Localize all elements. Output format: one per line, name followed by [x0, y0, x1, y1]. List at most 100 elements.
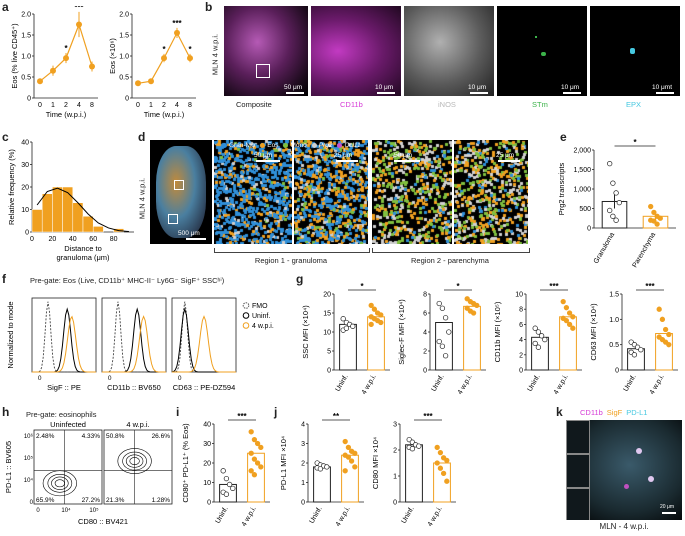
y-tick-label: 0.5: [119, 75, 129, 82]
y-tick-label: 1.0: [609, 317, 619, 324]
contour: [122, 451, 147, 471]
y-tick-label: 4: [423, 330, 427, 337]
data-point: [368, 321, 374, 328]
data-point: [607, 207, 613, 214]
y-tick-label: 3: [301, 441, 305, 448]
scale-bar: [394, 160, 420, 162]
cd11b-label: CD11b: [340, 100, 363, 109]
quadrant-value: 27.2%: [82, 497, 101, 504]
x-tick-label: Uninf.: [431, 373, 446, 392]
x-tick-label: 2: [162, 102, 166, 109]
data-point: [563, 317, 570, 324]
scale-text: 50 μm: [254, 152, 273, 159]
data-point: [464, 296, 470, 302]
data-point: [378, 312, 384, 318]
data-point: [340, 316, 346, 322]
data-point: [444, 457, 450, 464]
bar: [655, 333, 673, 371]
data-point: [666, 331, 672, 338]
y-tick-label: 8: [423, 292, 427, 299]
k-scale: 20 μm: [660, 504, 674, 510]
legend-label: Prg2: [318, 142, 333, 149]
scale-bar: [656, 92, 674, 94]
data-point: [446, 329, 452, 335]
panel-label-d: d: [138, 130, 146, 144]
data-point: [437, 449, 444, 456]
panel-label-a: a: [2, 0, 9, 14]
data-point: [343, 325, 350, 331]
x-tick-label: 4 w.p.i.: [427, 505, 444, 527]
k-inset-3: [566, 488, 590, 520]
mln-overview-image: 500 μm: [150, 140, 212, 244]
significance-mark: ***: [645, 282, 655, 291]
data-point: [610, 213, 616, 219]
inos-scale: 10 μm: [468, 84, 487, 91]
x-tick-label: Uninf.: [527, 373, 542, 392]
d-legend-item: Ccl11: [337, 142, 361, 149]
x-tick-label: 4: [175, 102, 179, 109]
cell-map: [372, 140, 452, 244]
data-point: [230, 485, 236, 491]
y-tick-label: 0: [423, 368, 427, 375]
data-point: [50, 67, 56, 74]
data-point: [613, 217, 619, 223]
quadrant-value: 2.48%: [36, 433, 55, 440]
data-point: [532, 340, 538, 347]
y-tick-label: 10: [203, 480, 211, 487]
bar: [313, 466, 331, 503]
y-tick-label: 40: [203, 422, 211, 429]
bar: [463, 305, 481, 371]
x-tick-label: 8: [188, 102, 192, 109]
x-axis-label-2: granuloma (μm): [56, 253, 110, 262]
epx-spot: [630, 48, 635, 54]
legend-label: Gran-Mφ: [229, 142, 256, 149]
x-tick-label: Uninf.: [623, 373, 638, 392]
data-point: [223, 491, 230, 497]
data-point: [570, 314, 576, 320]
y-tick-label: 0: [615, 368, 619, 375]
data-point: [532, 325, 538, 331]
data-point: [442, 315, 449, 321]
data-point: [464, 305, 470, 311]
legend-marker: [242, 312, 250, 319]
d-legend-item: Prg2: [311, 142, 333, 149]
x-axis-label: Time (w.p.i.): [46, 110, 87, 119]
y-tick-label: 0: [327, 368, 331, 375]
y-tick-label: 1.0: [119, 54, 129, 61]
x-axis-label: CD80 :: BV421: [78, 517, 128, 526]
y-tick-label: 1,000: [573, 187, 591, 194]
legend-label: Uninf.: [252, 313, 270, 320]
y-tick-label: 6: [519, 322, 523, 329]
x-tick-label: 60: [89, 236, 97, 243]
y-axis-label: Prg2 transcripts: [557, 162, 566, 215]
y-tick-label: 0.5: [609, 342, 619, 349]
chart-j-pdl1: 0 1 2 3 4 Uninf. 4 w.p.i. ** PD-L1 MFI ×10⁴: [279, 412, 364, 528]
x-tick-label: 0: [108, 375, 112, 382]
y-tick-label: 20: [21, 185, 29, 192]
significance-mark: *: [633, 138, 637, 147]
data-point: [560, 298, 566, 305]
legend-label: FMO: [252, 303, 268, 310]
fmo-curve: [172, 301, 236, 373]
region2-bracket: [372, 248, 530, 253]
scale-bar: [336, 160, 358, 162]
data-point: [63, 55, 69, 62]
y-tick-label: 0.5: [21, 75, 31, 82]
data-point: [440, 470, 447, 477]
data-point: [566, 310, 573, 316]
k-legend-item: CD11b: [580, 408, 603, 417]
x-axis-label: CD11b :: BV650: [107, 383, 161, 392]
x-tick-label: 80: [110, 236, 118, 243]
significance-mark: *: [162, 45, 166, 54]
x-tick-label: 4: [77, 102, 81, 109]
panel-label-e: e: [560, 130, 567, 144]
overview-scale: 500 μm: [178, 230, 200, 237]
data-point: [416, 443, 422, 449]
y-tick-label: 0: [519, 368, 523, 375]
granuloma-image-1: 50 μm: [214, 140, 292, 244]
contour: [54, 479, 65, 488]
data-point: [89, 63, 95, 70]
legend-swatch: [260, 143, 266, 148]
data-point: [444, 478, 450, 484]
y-axis-label: Siglec-F MFI (×10⁴): [397, 299, 406, 365]
